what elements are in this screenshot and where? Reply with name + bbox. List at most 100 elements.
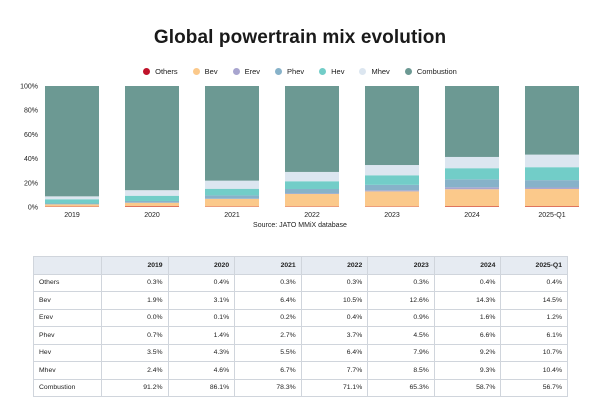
- bar-segment-combustion-2023[interactable]: [365, 86, 419, 166]
- bar-segment-mhev-2021[interactable]: [205, 180, 259, 189]
- column-header: 2025-Q1: [500, 256, 568, 275]
- bar-segment-mhev-2022[interactable]: [285, 171, 339, 182]
- bar-segment-hev-2025-q1[interactable]: [525, 167, 579, 181]
- bar-segment-erev-2024[interactable]: [445, 187, 499, 190]
- legend-swatch: [192, 68, 200, 75]
- table-corner-cell: [33, 256, 102, 275]
- table-cell: 0.3%: [367, 273, 435, 292]
- legend-swatch: [319, 68, 327, 75]
- table-cell: 4.3%: [167, 343, 236, 362]
- legend-swatch: [232, 68, 240, 75]
- bar-segment-hev-2023[interactable]: [365, 175, 419, 185]
- bar-segment-bev-2024[interactable]: [445, 189, 499, 207]
- data-table-container: 2019 2020 2021 2022 2023 2024 2025-Q1 Others 0.…: [33, 256, 568, 397]
- bar-segment-combustion-2022[interactable]: [285, 86, 339, 172]
- bar-segment-bev-2021[interactable]: [205, 198, 259, 207]
- y-tick-label: 60%: [24, 132, 38, 139]
- table-cell: 0.7%: [101, 326, 169, 345]
- table-cell: 0.4%: [433, 273, 502, 292]
- legend-item-erev[interactable]: Erev: [232, 67, 260, 76]
- table-cell: 6.6%: [433, 326, 502, 345]
- bar-segment-mhev-2023[interactable]: [365, 165, 419, 176]
- table-cell: 0.9%: [367, 308, 435, 327]
- bar-segment-hev-2024[interactable]: [445, 168, 499, 180]
- bar-segment-bev-2023[interactable]: [365, 191, 419, 207]
- bar-segment-mhev-2025-q1[interactable]: [525, 154, 579, 168]
- table-row: Mhev 2.4% 4.6% 6.7% 7.7% 8.5% 9.3% 10.4%: [33, 361, 568, 380]
- table-cell: 58.7%: [433, 378, 502, 397]
- table-cell: 12.6%: [367, 291, 435, 310]
- table-cell: 6.4%: [234, 291, 302, 310]
- bar-segment-mhev-2019[interactable]: [45, 196, 99, 200]
- table-cell: 0.4%: [300, 308, 369, 327]
- bar-segment-bev-2020[interactable]: [125, 202, 179, 207]
- table-row: Others 0.3% 0.4% 0.3% 0.3% 0.3% 0.4% 0.4%: [33, 273, 568, 292]
- legend-item-hev[interactable]: Hev: [319, 67, 344, 76]
- row-label: Others: [33, 273, 102, 292]
- bar-segment-erev-2025-q1[interactable]: [525, 187, 579, 189]
- bar-segment-phev-2020[interactable]: [125, 200, 179, 203]
- table-cell: 78.3%: [234, 378, 302, 397]
- table-cell: 3.1%: [167, 291, 236, 310]
- table-row: Bev 1.9% 3.1% 6.4% 10.5% 12.6% 14.3% 14.5%: [33, 291, 568, 310]
- bar-segment-phev-2025-q1[interactable]: [525, 180, 579, 188]
- bar-segment-combustion-2021[interactable]: [205, 86, 259, 181]
- table-cell: 1.4%: [167, 326, 236, 345]
- table-cell: 1.9%: [101, 291, 169, 310]
- table-cell: 2.7%: [234, 326, 302, 345]
- legend-swatch: [404, 68, 412, 75]
- row-label: Phev: [33, 326, 102, 345]
- y-tick-label: 0%: [28, 205, 38, 212]
- legend-swatch: [275, 68, 283, 75]
- legend-item-bev[interactable]: Bev: [192, 67, 218, 76]
- table-cell: 1.2%: [500, 308, 568, 327]
- column-header: 2024: [433, 256, 502, 275]
- x-tick-label: 2019: [64, 212, 80, 219]
- chart-title: Global powertrain mix evolution: [153, 27, 447, 48]
- bar-segment-hev-2019[interactable]: [45, 199, 99, 204]
- table-cell: 0.4%: [167, 273, 236, 292]
- table-cell: 4.5%: [367, 326, 435, 345]
- table-cell: 3.5%: [101, 343, 169, 362]
- bar-segment-bev-2019[interactable]: [45, 204, 99, 207]
- table-row: Hev 3.5% 4.3% 5.5% 6.4% 7.9% 9.2% 10.7%: [33, 343, 568, 362]
- column-header: 2023: [367, 256, 435, 275]
- bar-segment-hev-2020[interactable]: [125, 195, 179, 201]
- row-label: Mhev: [33, 361, 102, 380]
- y-tick-label: 80%: [24, 108, 38, 115]
- bar-segment-combustion-2019[interactable]: [45, 86, 99, 197]
- table-cell: 86.1%: [167, 378, 236, 397]
- table-cell: 3.7%: [300, 326, 369, 345]
- x-tick-label: 2020: [144, 212, 160, 219]
- legend-item-others[interactable]: Others: [143, 67, 178, 76]
- column-header: 2022: [300, 256, 369, 275]
- table-cell: 0.2%: [234, 308, 302, 327]
- legend-swatch: [359, 68, 367, 75]
- table-cell: 9.3%: [433, 361, 502, 380]
- bar-segment-phev-2023[interactable]: [365, 184, 419, 191]
- bar-segment-combustion-2020[interactable]: [125, 86, 179, 191]
- table-row: Combustion 91.2% 86.1% 78.3% 71.1% 65.3% 58.7%…: [33, 378, 568, 397]
- bar-segment-combustion-2024[interactable]: [445, 86, 499, 157]
- bar-segment-phev-2019[interactable]: [45, 203, 99, 205]
- legend-item-combustion[interactable]: Combustion: [404, 67, 457, 76]
- bar-segment-combustion-2025-q1[interactable]: [525, 86, 579, 155]
- bar-segment-bev-2022[interactable]: [285, 193, 339, 207]
- bar-segment-erev-2023[interactable]: [365, 190, 419, 192]
- stacked-bar-chart: 0% 20% 40% 60% 80% 100% 2019 2020 2021 2022 2023 20…: [20, 84, 579, 219]
- bar-segment-phev-2022[interactable]: [285, 188, 339, 194]
- table-cell: 10.7%: [500, 343, 568, 362]
- table-cell: 10.5%: [300, 291, 369, 310]
- bar-segment-hev-2022[interactable]: [285, 181, 339, 189]
- bar-segment-mhev-2024[interactable]: [445, 156, 499, 169]
- table-cell: 56.7%: [500, 378, 568, 397]
- legend-item-mhev[interactable]: Mhev: [359, 67, 390, 76]
- table-cell: 10.4%: [500, 361, 568, 380]
- bar-segment-phev-2024[interactable]: [445, 179, 499, 188]
- column-header: 2019: [101, 256, 169, 275]
- bar-segment-bev-2025-q1[interactable]: [525, 188, 579, 207]
- legend-item-phev[interactable]: Phev: [275, 67, 304, 76]
- bar-segment-mhev-2020[interactable]: [125, 190, 179, 196]
- bar-segment-hev-2021[interactable]: [205, 188, 259, 196]
- bar-segment-phev-2021[interactable]: [205, 195, 259, 199]
